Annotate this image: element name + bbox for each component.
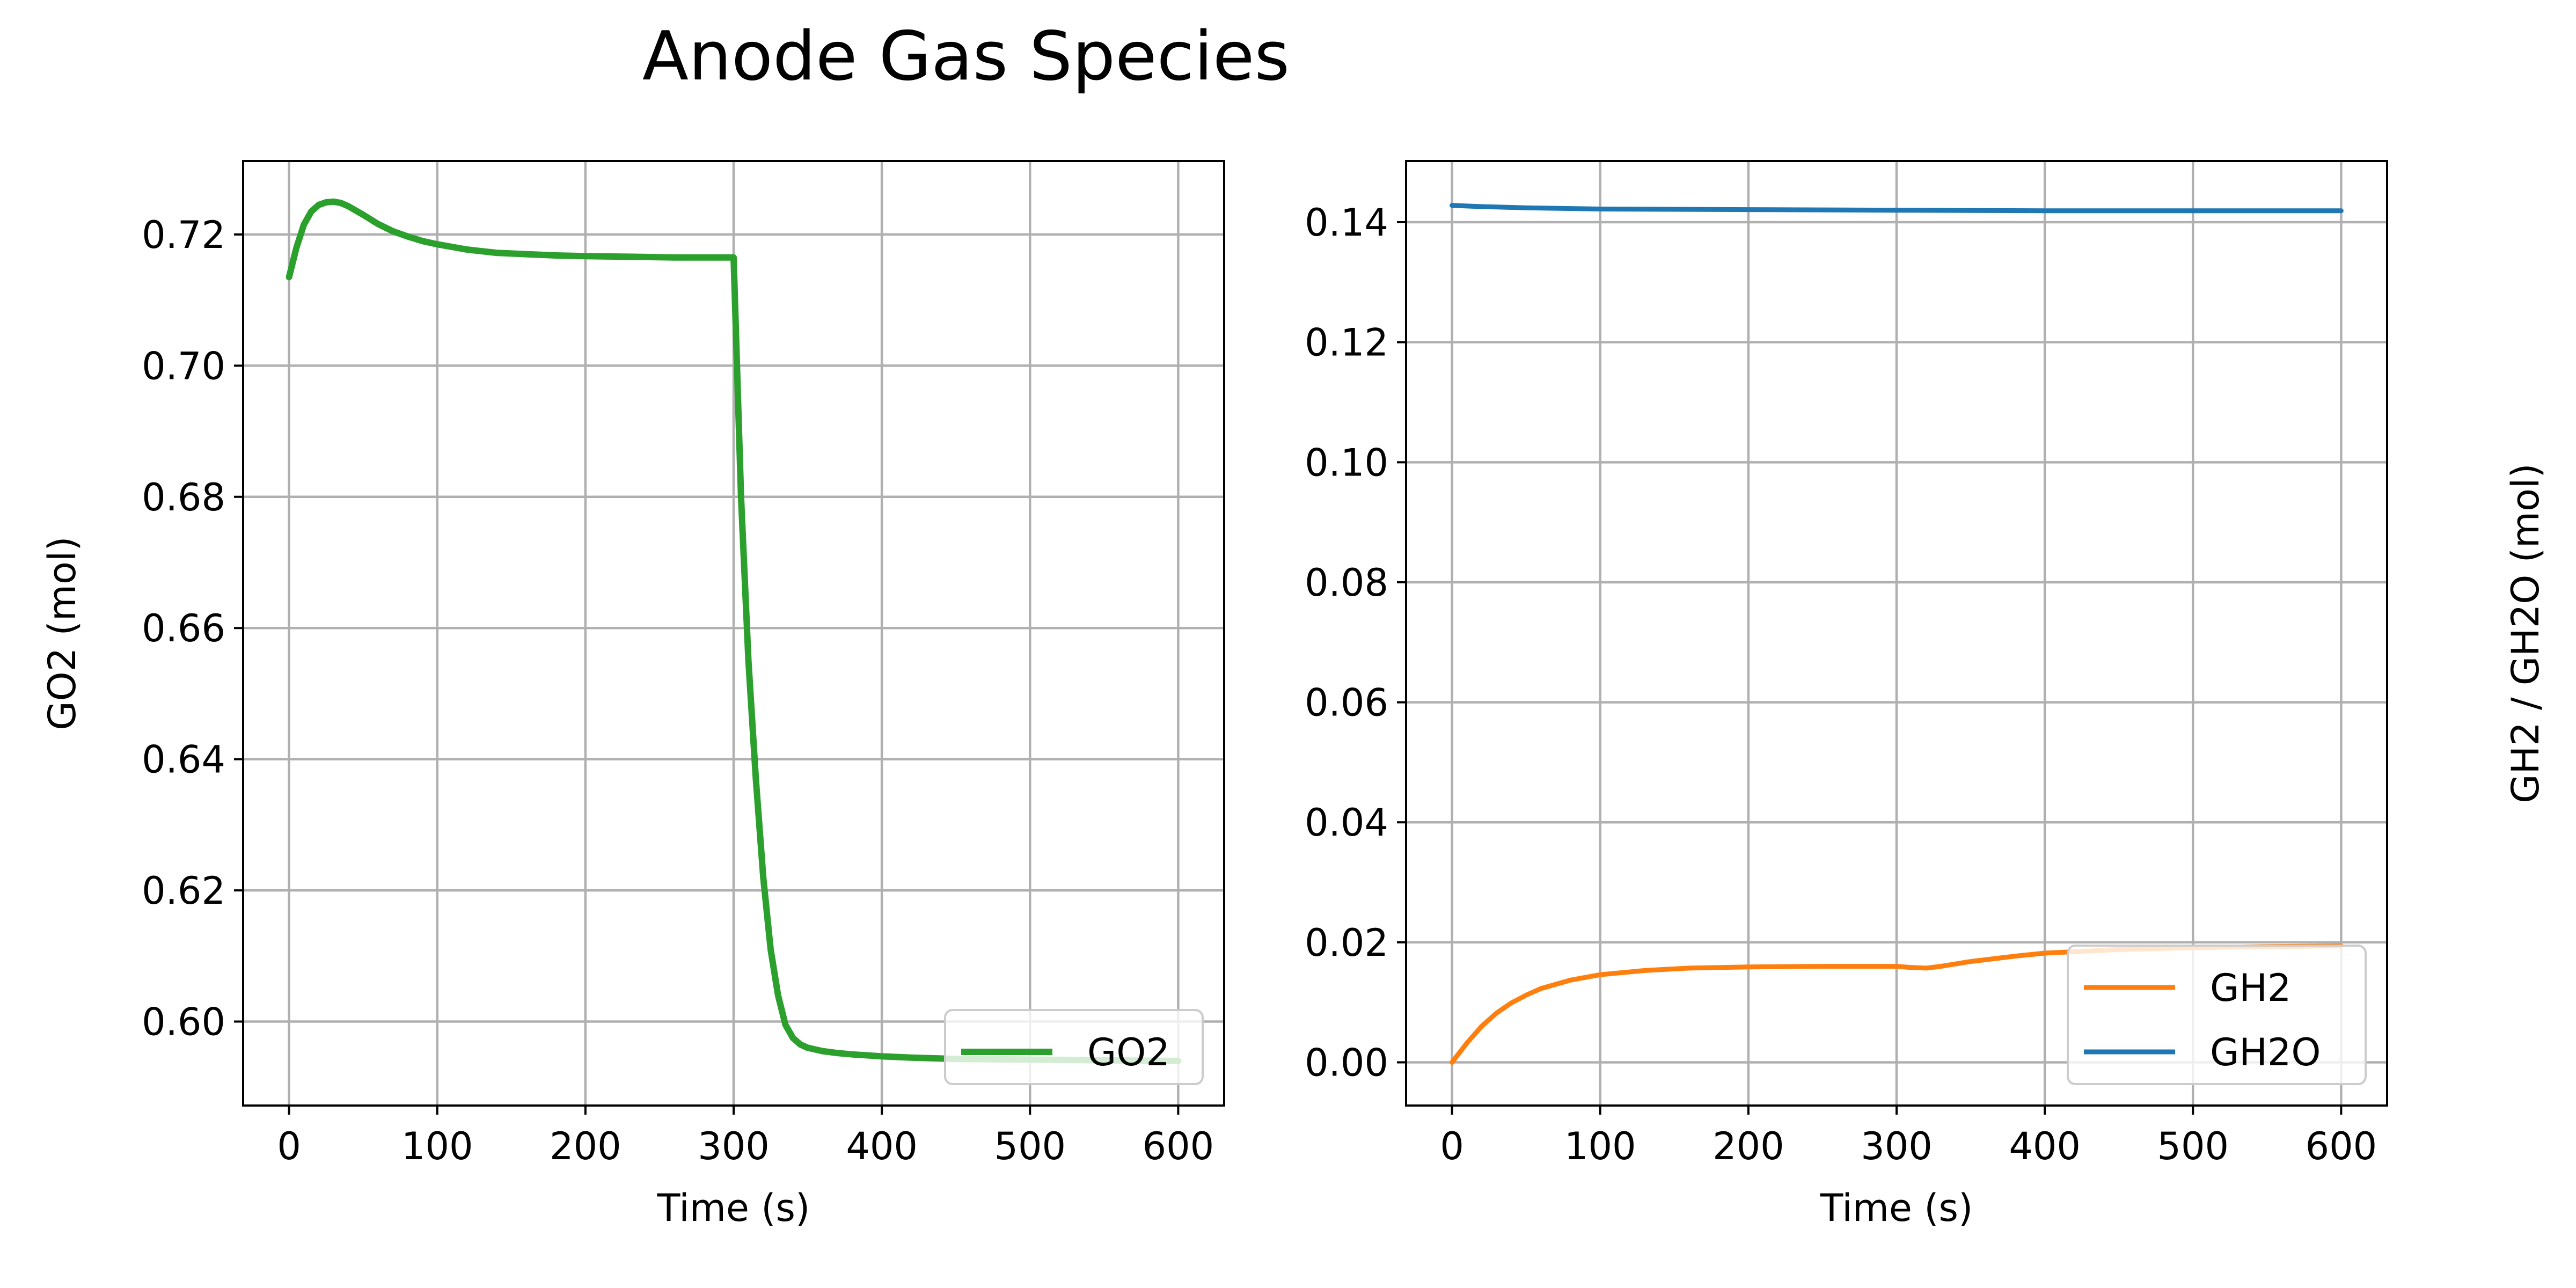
plot-2-y-tick-label: 0.04	[1305, 801, 1388, 845]
plot-2-y-axis-label: GH2 / GH2O (mol)	[2504, 463, 2548, 803]
plot-1-legend-box	[944, 1009, 1204, 1085]
plot-1-y-tick-label: 0.60	[142, 1000, 225, 1044]
plot-1-legend: GO2	[944, 1009, 1204, 1085]
plot-1-x-tick-label: 0	[277, 1124, 301, 1168]
plot-1-x-tick-label: 300	[698, 1124, 770, 1168]
plot-2-legend-label-gh2o: GH2O	[2210, 1030, 2321, 1074]
plot-2-series-gh2-line	[1450, 943, 2344, 1065]
plot-2-legend: GH2 GH2O	[2067, 945, 2367, 1085]
plot-1-x-tick-label: 200	[550, 1124, 621, 1168]
plot-1-y-tick-label: 0.64	[142, 738, 225, 782]
plot-1-y-tick-label: 0.66	[142, 606, 225, 650]
plot-2-x-tick-label: 600	[2306, 1124, 2377, 1168]
plot-2-legend-label-gh2: GH2	[2210, 966, 2291, 1010]
go2-plot: 0 100 200 300 400 500 600 0.60 0.62 0.64 0.66 0.68 0…	[40, 160, 1225, 1230]
plot-1-x-tick-label: 100	[401, 1124, 473, 1168]
plot-1-y-tick-label: 0.68	[142, 475, 225, 519]
plot-2-y-tick-label: 0.12	[1305, 321, 1388, 365]
plot-2-y-tick-label: 0.10	[1305, 441, 1388, 485]
plot-2-y-tick-label: 0.06	[1305, 681, 1388, 725]
plot-1-x-axis-label: Time (s)	[657, 1186, 810, 1230]
plot-1-y-tick-label: 0.70	[142, 344, 225, 388]
plot-1-series-go2-line	[286, 198, 1182, 1064]
plot-2-series-gh2o-line	[1450, 203, 2344, 214]
plot-2-x-axis-label: Time (s)	[1820, 1186, 1973, 1230]
plot-2-y-tick-label: 0.02	[1305, 921, 1388, 965]
plot-2-x-tick-label: 0	[1440, 1124, 1464, 1168]
plot-1-legend-label-go2: GO2	[1087, 1030, 1170, 1074]
plot-2-x-tick-label: 200	[1713, 1124, 1784, 1168]
plot-2-x-tick-label: 500	[2157, 1124, 2229, 1168]
gh2-gh2o-plot: 0 100 200 300 400 500 600 0.00 0.02 0.04 0.06 0.08 0…	[1305, 160, 2548, 1230]
plot-2-y-tick-label: 0.00	[1305, 1041, 1388, 1085]
plot-1-x-tick-label: 400	[846, 1124, 918, 1168]
plot-2-y-tick-label: 0.08	[1305, 561, 1388, 605]
plot-2-y-tick-label: 0.14	[1305, 201, 1388, 245]
plot-2-x-tick-label: 300	[1861, 1124, 1933, 1168]
plot-1-y-tick-label: 0.62	[142, 869, 225, 913]
plot-1-x-tick-label: 600	[1143, 1124, 1214, 1168]
plot-1-y-tick-label: 0.72	[142, 213, 225, 257]
figure-title: Anode Gas Species	[642, 17, 1290, 96]
plot-2-x-tick-label: 400	[2009, 1124, 2081, 1168]
plot-1-x-tick-label: 500	[994, 1124, 1066, 1168]
plot-2-x-tick-label: 100	[1564, 1124, 1636, 1168]
plot-1-y-axis-label: GO2 (mol)	[40, 536, 84, 730]
